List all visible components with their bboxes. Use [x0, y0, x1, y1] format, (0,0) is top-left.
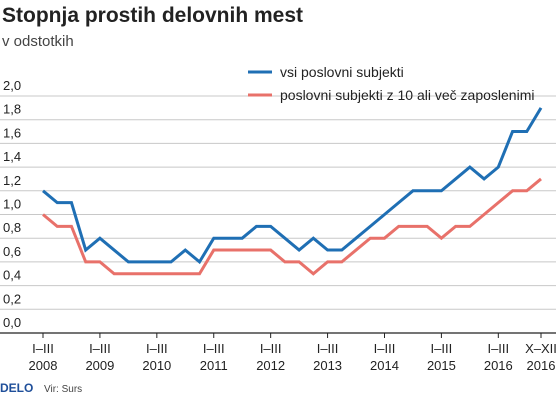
y-tick-label: 2,0: [3, 78, 21, 93]
x-year-label: 2009: [85, 358, 114, 373]
x-year-label: 2013: [313, 358, 342, 373]
legend-label: vsi poslovni subjekti: [280, 64, 404, 80]
x-year-label: 2011: [200, 358, 228, 373]
x-tick-label: I–III: [260, 341, 282, 356]
x-tick-label: I–III: [487, 341, 509, 356]
x-tick-label: X–XII: [525, 341, 557, 356]
x-year-label: 2010: [142, 358, 171, 373]
y-tick-label: 1,6: [3, 125, 21, 140]
y-tick-label: 1,2: [3, 173, 21, 188]
x-tick-label: I–III: [203, 341, 225, 356]
chart-title: Stopnja prostih delovnih mest: [2, 4, 303, 27]
x-tick-label: I–III: [89, 341, 111, 356]
x-tick-label: I–III: [374, 341, 396, 356]
x-year-label: 2015: [427, 358, 456, 373]
chart-subtitle: v odstotkih: [2, 33, 74, 50]
y-tick-label: 0,2: [3, 291, 21, 306]
y-tick-label: 0,8: [3, 220, 21, 235]
y-tick-label: 0,0: [3, 315, 21, 330]
x-tick-label: I–III: [32, 341, 54, 356]
x-tick-label: I–III: [146, 341, 168, 356]
x-year-label: 2012: [256, 358, 285, 373]
series-line: [42, 107, 543, 265]
y-tick-label: 0,6: [3, 244, 21, 259]
x-year-label: 2016: [484, 358, 513, 373]
x-year-label: 2008: [29, 358, 58, 373]
x-year-label: 2016: [527, 358, 556, 373]
source: Vir: Surs: [44, 384, 82, 395]
legend-label: poslovni subjekti z 10 ali več zaposleni…: [280, 87, 534, 103]
x-tick-label: I–III: [317, 341, 339, 356]
brand: DELO: [0, 381, 33, 395]
series-line: [42, 177, 542, 276]
y-tick-label: 1,8: [3, 102, 21, 117]
y-tick-label: 1,0: [3, 197, 21, 212]
x-tick-label: I–III: [431, 341, 453, 356]
y-tick-label: 0,4: [3, 268, 21, 283]
y-tick-label: 1,4: [3, 149, 21, 164]
x-year-label: 2014: [370, 358, 399, 373]
